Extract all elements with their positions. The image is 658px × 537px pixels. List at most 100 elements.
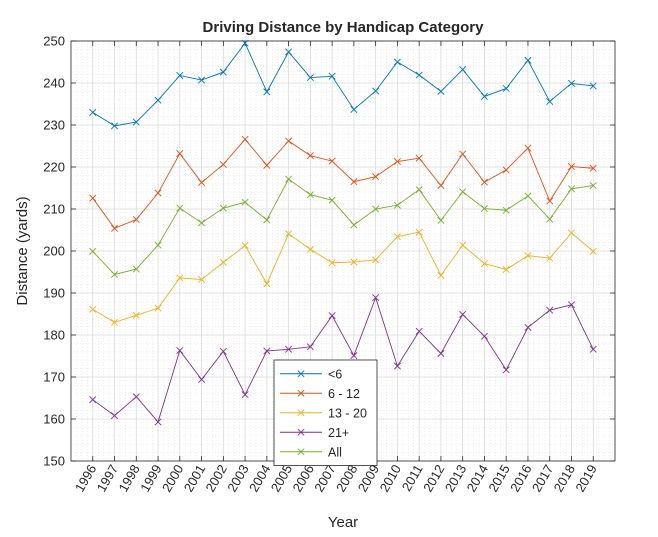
- y-axis-label: Distance (yards): [14, 196, 31, 305]
- data-point: [546, 254, 554, 262]
- data-point: [415, 327, 423, 335]
- series-line: [92, 296, 594, 423]
- data-point: [111, 122, 119, 130]
- legend-label: 6 - 12: [328, 387, 360, 401]
- data-point: [132, 393, 140, 401]
- data-point: [306, 245, 314, 253]
- data-point: [263, 216, 271, 224]
- data-point: [285, 345, 293, 353]
- data-point: [328, 72, 336, 80]
- data-point: [241, 39, 249, 47]
- legend-swatch-marker: [297, 448, 305, 456]
- data-point: [415, 186, 423, 194]
- data-point: [154, 241, 162, 249]
- data-point: [437, 349, 445, 357]
- data-point: [285, 175, 293, 183]
- data-point: [198, 179, 206, 187]
- series-line: [92, 42, 594, 127]
- data-point: [306, 343, 314, 351]
- data-point: [219, 204, 227, 212]
- data-point: [437, 181, 445, 189]
- data-point: [480, 92, 488, 100]
- data-point: [89, 305, 97, 313]
- data-point: [524, 56, 532, 64]
- data-point: [437, 216, 445, 224]
- legend-swatch-marker: [297, 370, 305, 378]
- data-point: [306, 152, 314, 160]
- data-point: [154, 418, 162, 426]
- series-line: [92, 231, 594, 323]
- data-point: [350, 105, 358, 113]
- data-point: [350, 178, 358, 186]
- data-point: [328, 312, 336, 320]
- data-point: [589, 82, 597, 90]
- data-point: [111, 224, 119, 232]
- legend-label: 13 - 20: [328, 406, 367, 420]
- data-point: [393, 201, 401, 209]
- y-tick-label: 150: [43, 454, 65, 469]
- legend-swatch-marker: [297, 389, 305, 397]
- data-point: [350, 258, 358, 266]
- data-point: [524, 192, 532, 200]
- legend-swatch-marker: [297, 409, 305, 417]
- data-point: [459, 66, 467, 74]
- y-tick-label: 180: [43, 328, 65, 343]
- data-point: [415, 228, 423, 236]
- data-point: [198, 219, 206, 227]
- data-point: [502, 366, 510, 374]
- data-point: [89, 108, 97, 116]
- data-point: [567, 301, 575, 309]
- data-point: [198, 76, 206, 84]
- data-point: [459, 241, 467, 249]
- data-point: [89, 396, 97, 404]
- y-tick-label: 170: [43, 370, 65, 385]
- data-point: [328, 259, 336, 267]
- series-line: [92, 138, 594, 229]
- data-point: [372, 256, 380, 264]
- plot-area: 1501601701801902002102202302402501996199…: [43, 34, 616, 495]
- data-point: [219, 347, 227, 355]
- data-point: [263, 161, 271, 169]
- y-tick-label: 190: [43, 286, 65, 301]
- data-point: [328, 157, 336, 165]
- data-point: [372, 294, 380, 302]
- y-tick-label: 200: [43, 244, 65, 259]
- data-point: [480, 332, 488, 340]
- data-point: [393, 58, 401, 66]
- data-point: [132, 311, 140, 319]
- y-tick-label: 240: [43, 76, 65, 91]
- legend-label: 21+: [328, 426, 349, 440]
- data-point: [589, 247, 597, 255]
- data-point: [372, 173, 380, 181]
- x-axis-label: Year: [328, 514, 358, 531]
- data-point: [176, 71, 184, 79]
- data-point: [502, 265, 510, 273]
- data-point: [350, 221, 358, 229]
- data-point: [154, 304, 162, 312]
- data-point: [350, 352, 358, 360]
- data-point: [546, 215, 554, 223]
- data-point: [567, 163, 575, 171]
- y-tick-label: 160: [43, 412, 65, 427]
- data-point: [132, 118, 140, 126]
- y-tick-label: 210: [43, 202, 65, 217]
- data-point: [459, 310, 467, 318]
- y-tick-label: 230: [43, 118, 65, 133]
- data-point: [502, 166, 510, 174]
- data-point: [263, 88, 271, 96]
- data-point: [285, 48, 293, 56]
- data-point: [437, 87, 445, 95]
- data-point: [524, 144, 532, 152]
- data-point: [589, 164, 597, 172]
- legend-label: All: [328, 445, 342, 459]
- data-point: [285, 230, 293, 238]
- data-point: [241, 198, 249, 206]
- data-point: [502, 84, 510, 92]
- y-tick-label: 220: [43, 160, 65, 175]
- series-line: [92, 178, 594, 276]
- data-point: [306, 191, 314, 199]
- data-point: [219, 68, 227, 76]
- data-point: [198, 376, 206, 384]
- legend-label: <6: [328, 367, 342, 381]
- data-point: [459, 150, 467, 158]
